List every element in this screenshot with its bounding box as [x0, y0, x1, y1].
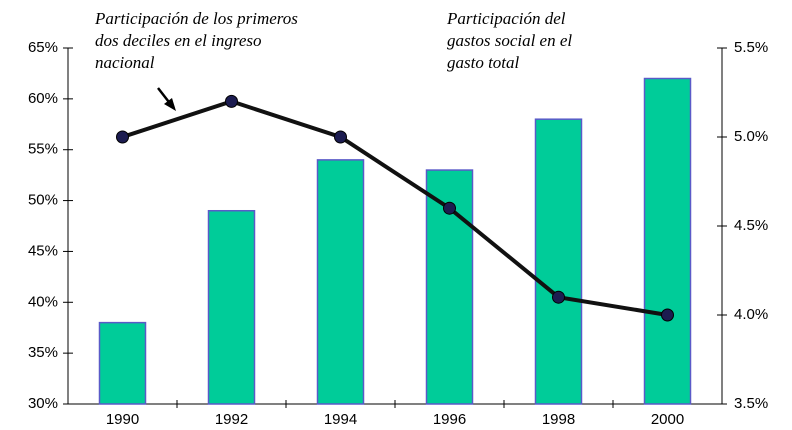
y-tick-label: 35% — [28, 344, 58, 361]
y2-tick-label: 5.5% — [734, 39, 768, 56]
y-tick-label: 50% — [28, 192, 58, 209]
bar — [207, 209, 256, 405]
x-tick-label: 2000 — [651, 411, 684, 428]
marker — [225, 94, 238, 108]
bar — [316, 159, 365, 405]
marker — [116, 130, 129, 144]
annotation: Participación del gastos social en el ga… — [447, 9, 573, 72]
y-tick-label: 60% — [28, 90, 58, 107]
x-tick-label: 1994 — [324, 411, 357, 428]
marker — [552, 290, 565, 304]
y2-tick-label: 4.0% — [734, 306, 768, 323]
y-tick-label: 65% — [28, 39, 58, 56]
marker — [334, 130, 347, 144]
bar — [534, 118, 583, 405]
y2-tick-label: 5.0% — [734, 128, 768, 145]
y-tick-label: 40% — [28, 293, 58, 310]
x-tick-label: 1996 — [433, 411, 466, 428]
x-tick-label: 1990 — [106, 411, 139, 428]
bar — [643, 77, 692, 405]
marker — [661, 308, 674, 322]
x-tick-label: 1992 — [215, 411, 248, 428]
line — [121, 99, 668, 317]
y2-tick-label: 3.5% — [734, 395, 768, 412]
y2-tick-label: 4.5% — [734, 217, 768, 234]
marker — [443, 201, 456, 215]
bar — [98, 321, 147, 405]
y-tick-label: 55% — [28, 141, 58, 158]
annotation: Participación de los primeros dos decile… — [95, 9, 298, 72]
y-tick-label: 45% — [28, 242, 58, 259]
arrow-head — [164, 98, 176, 111]
x-tick-label: 1998 — [542, 411, 575, 428]
y-tick-label: 30% — [28, 395, 58, 412]
